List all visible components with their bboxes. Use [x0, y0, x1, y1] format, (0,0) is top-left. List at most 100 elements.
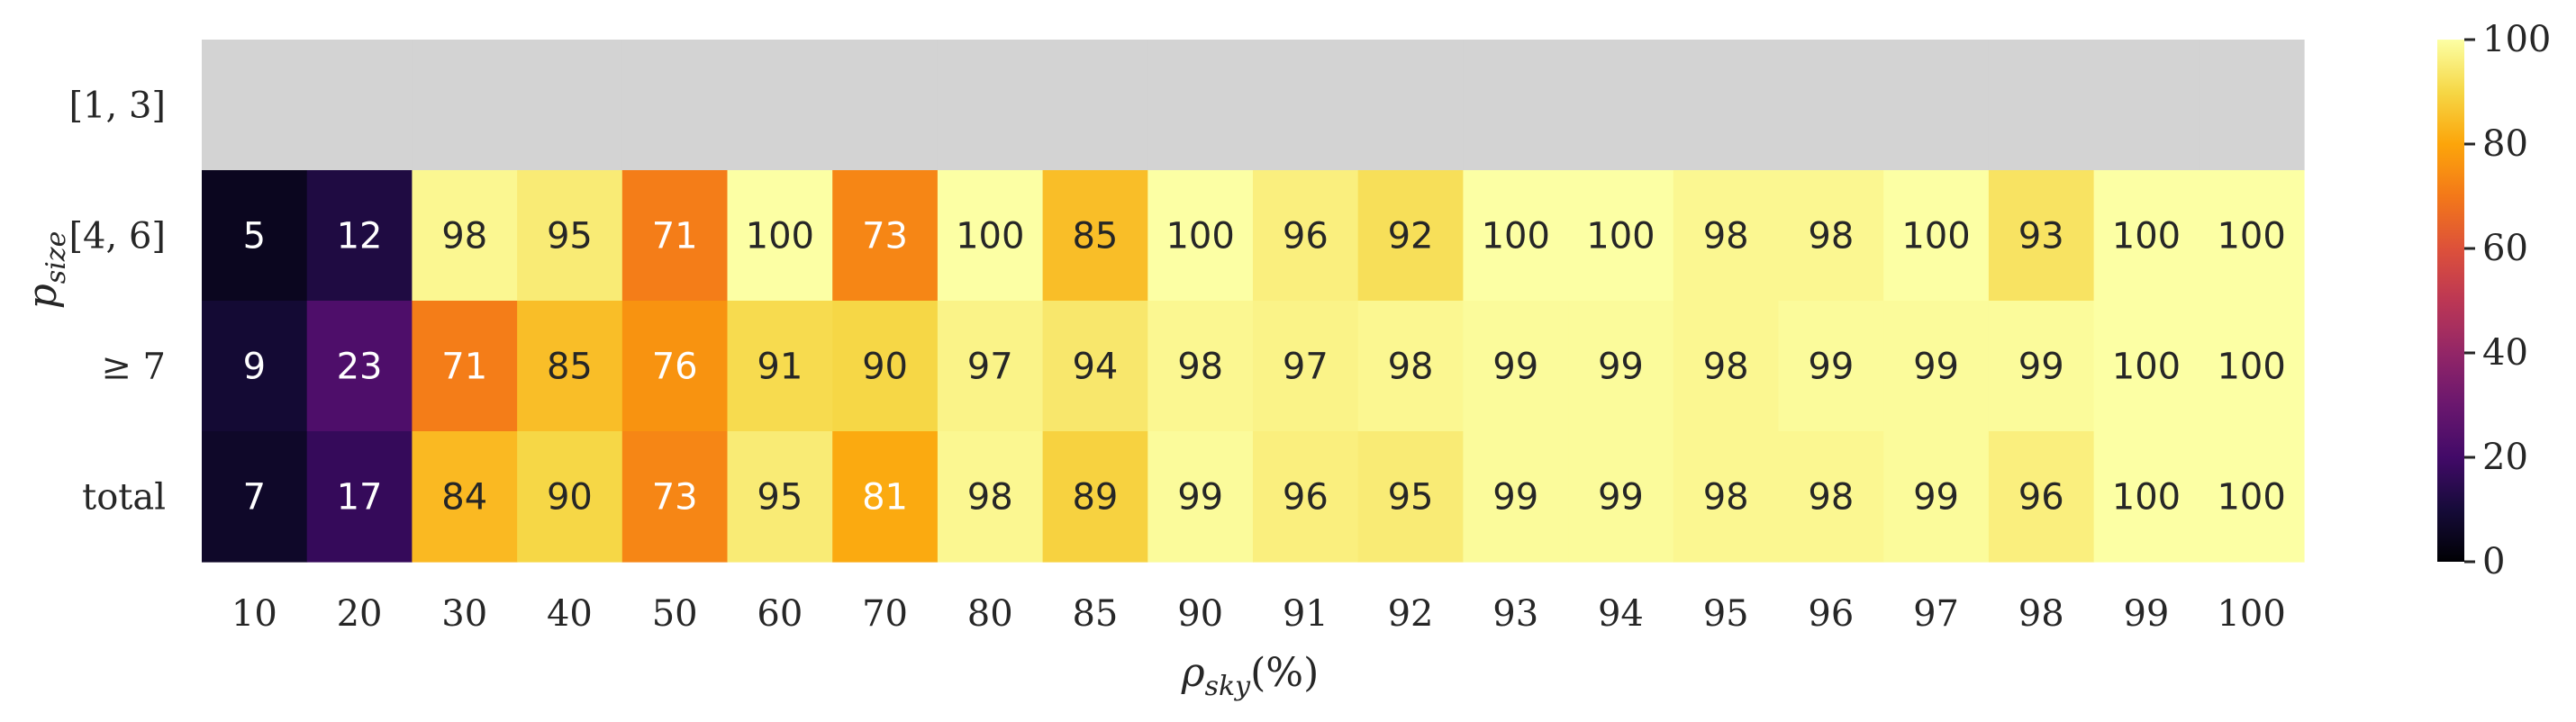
x-tick-label: 99 [2123, 593, 2169, 635]
cell-value-label: 100 [956, 216, 1024, 257]
cell-value-label: 100 [2217, 477, 2285, 519]
colorbar-gradient [2437, 40, 2464, 562]
heatmap-cell [1988, 301, 2095, 432]
x-tick-label: 95 [1703, 593, 1749, 635]
x-tick-label: 85 [1072, 593, 1118, 635]
x-tick-label: 97 [1913, 593, 1959, 635]
heatmap-cell [1147, 431, 1254, 563]
cell-value-label: 12 [337, 216, 383, 257]
y-axis-label: psize [20, 231, 72, 310]
colorbar-tick-label: 60 [2482, 228, 2528, 269]
heatmap-cell [1673, 301, 1780, 432]
heatmap-cell [517, 170, 623, 302]
cell-value-label: 96 [1283, 216, 1329, 257]
heatmap-cell [1673, 170, 1780, 302]
heatmap-cell [202, 301, 308, 432]
heatmap-cells [202, 40, 2305, 563]
heatmap-cell [1042, 170, 1148, 302]
heatmap-cell [1253, 170, 1359, 302]
colorbar-tick-label: 20 [2482, 437, 2528, 478]
cell-value-label: 99 [1492, 347, 1538, 388]
y-tick-labels: [1, 3] [4, 6] ≥ 7 total [68, 86, 166, 519]
heatmap-cell [937, 301, 1044, 432]
x-tick-label: 93 [1492, 593, 1538, 635]
cell-value-label: 100 [2112, 216, 2181, 257]
cell-value-label: 98 [1808, 216, 1854, 257]
y-tick-label: [1, 3] [68, 86, 166, 127]
cell-value-label: 98 [1388, 347, 1434, 388]
cell-value-label: 95 [1388, 477, 1434, 519]
heatmap-cell [727, 301, 833, 432]
heatmap-cell [727, 431, 833, 563]
x-axis-label: ρsky(%) [1181, 650, 1320, 702]
heatmap-cell [202, 170, 308, 302]
cell-value-label: 71 [441, 347, 487, 388]
heatmap-cell [1673, 40, 1780, 171]
x-tick-label: 70 [862, 593, 908, 635]
cell-value-label: 85 [1072, 216, 1118, 257]
heatmap-cell [306, 40, 413, 171]
cell-value-label: 95 [757, 477, 803, 519]
cell-value-label: 94 [1072, 347, 1118, 388]
x-tick-labels: 10 20 30 40 50 60 70 80 85 90 91 92 93 94 95 96 97 98 99 10… [231, 593, 2286, 635]
cell-value-label: 96 [2018, 477, 2064, 519]
heatmap-cell [1988, 431, 2095, 563]
x-tick-label: 91 [1283, 593, 1329, 635]
cell-value-label: 23 [337, 347, 383, 388]
heatmap-cell [1988, 40, 2095, 171]
cell-value-label: 81 [862, 477, 908, 519]
colorbar-tick-label: 80 [2482, 123, 2528, 165]
cell-value-label: 100 [2217, 347, 2285, 388]
heatmap-cell [621, 431, 729, 563]
colorbar: 0 20 40 60 80 100 [2437, 19, 2551, 582]
heatmap-cell [1357, 40, 1464, 171]
colorbar-tick-label: 100 [2482, 19, 2551, 60]
heatmap-cell [832, 40, 939, 171]
cell-value-label: 85 [547, 347, 593, 388]
heatmap-cell [1568, 431, 1674, 563]
heatmap-cell [1042, 431, 1148, 563]
colorbar-tick-label: 40 [2482, 332, 2528, 374]
x-tick-label: 50 [652, 593, 698, 635]
heatmap-cell [1778, 301, 1884, 432]
cell-value-label: 84 [441, 477, 487, 519]
cell-value-label: 90 [547, 477, 593, 519]
heatmap-cell [621, 40, 729, 171]
x-tick-label: 98 [2018, 593, 2064, 635]
cell-value-label: 90 [862, 347, 908, 388]
heatmap-cell [1253, 431, 1359, 563]
heatmap-cell [2093, 301, 2200, 432]
heatmap-cell [306, 431, 413, 563]
x-tick-label: 40 [547, 593, 593, 635]
cell-value-label: 17 [337, 477, 383, 519]
heatmap-cell [1463, 170, 1569, 302]
x-tick-label: 100 [2217, 593, 2285, 635]
heatmap-cell [1568, 301, 1674, 432]
cell-value-label: 100 [2217, 216, 2285, 257]
cell-value-label: 100 [1482, 216, 1550, 257]
heatmap-cell [2199, 301, 2305, 432]
cell-value-label: 98 [1703, 216, 1749, 257]
heatmap-cell [517, 301, 623, 432]
heatmap-cell [1778, 40, 1884, 171]
y-axis-label-symbol: p [20, 284, 66, 309]
cell-value-label: 100 [1166, 216, 1234, 257]
cell-value-label: 93 [2018, 216, 2064, 257]
cell-value-label: 100 [746, 216, 814, 257]
y-tick-label: [4, 6] [68, 216, 166, 257]
cell-value-label: 96 [1283, 477, 1329, 519]
cell-value-label: 100 [1586, 216, 1655, 257]
x-tick-label: 30 [441, 593, 487, 635]
heatmap-cell [2093, 170, 2200, 302]
x-tick-label: 90 [1177, 593, 1223, 635]
heatmap-cell [1463, 40, 1569, 171]
heatmap-cell [832, 431, 939, 563]
cell-value-label: 71 [652, 216, 698, 257]
x-axis-label-symbol: ρ [1181, 650, 1205, 696]
cell-value-label: 73 [652, 477, 698, 519]
cell-value-label: 76 [652, 347, 698, 388]
heatmap-cell [1357, 301, 1464, 432]
cell-value-label: 99 [1598, 477, 1644, 519]
cell-value-label: 98 [967, 477, 1013, 519]
